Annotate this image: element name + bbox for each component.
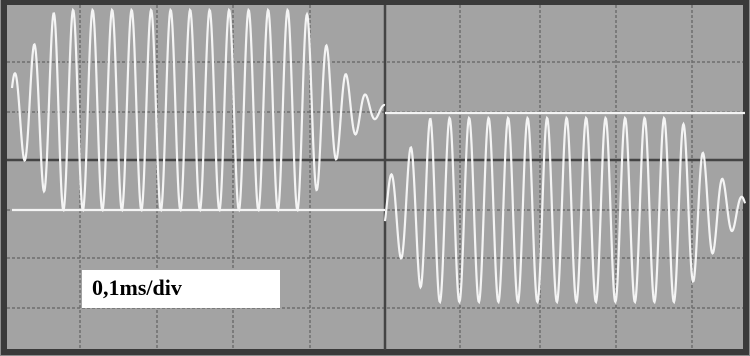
timebase-label: 0,1ms/div — [92, 275, 182, 300]
oscilloscope-screen: 0,1ms/div — [0, 0, 750, 356]
